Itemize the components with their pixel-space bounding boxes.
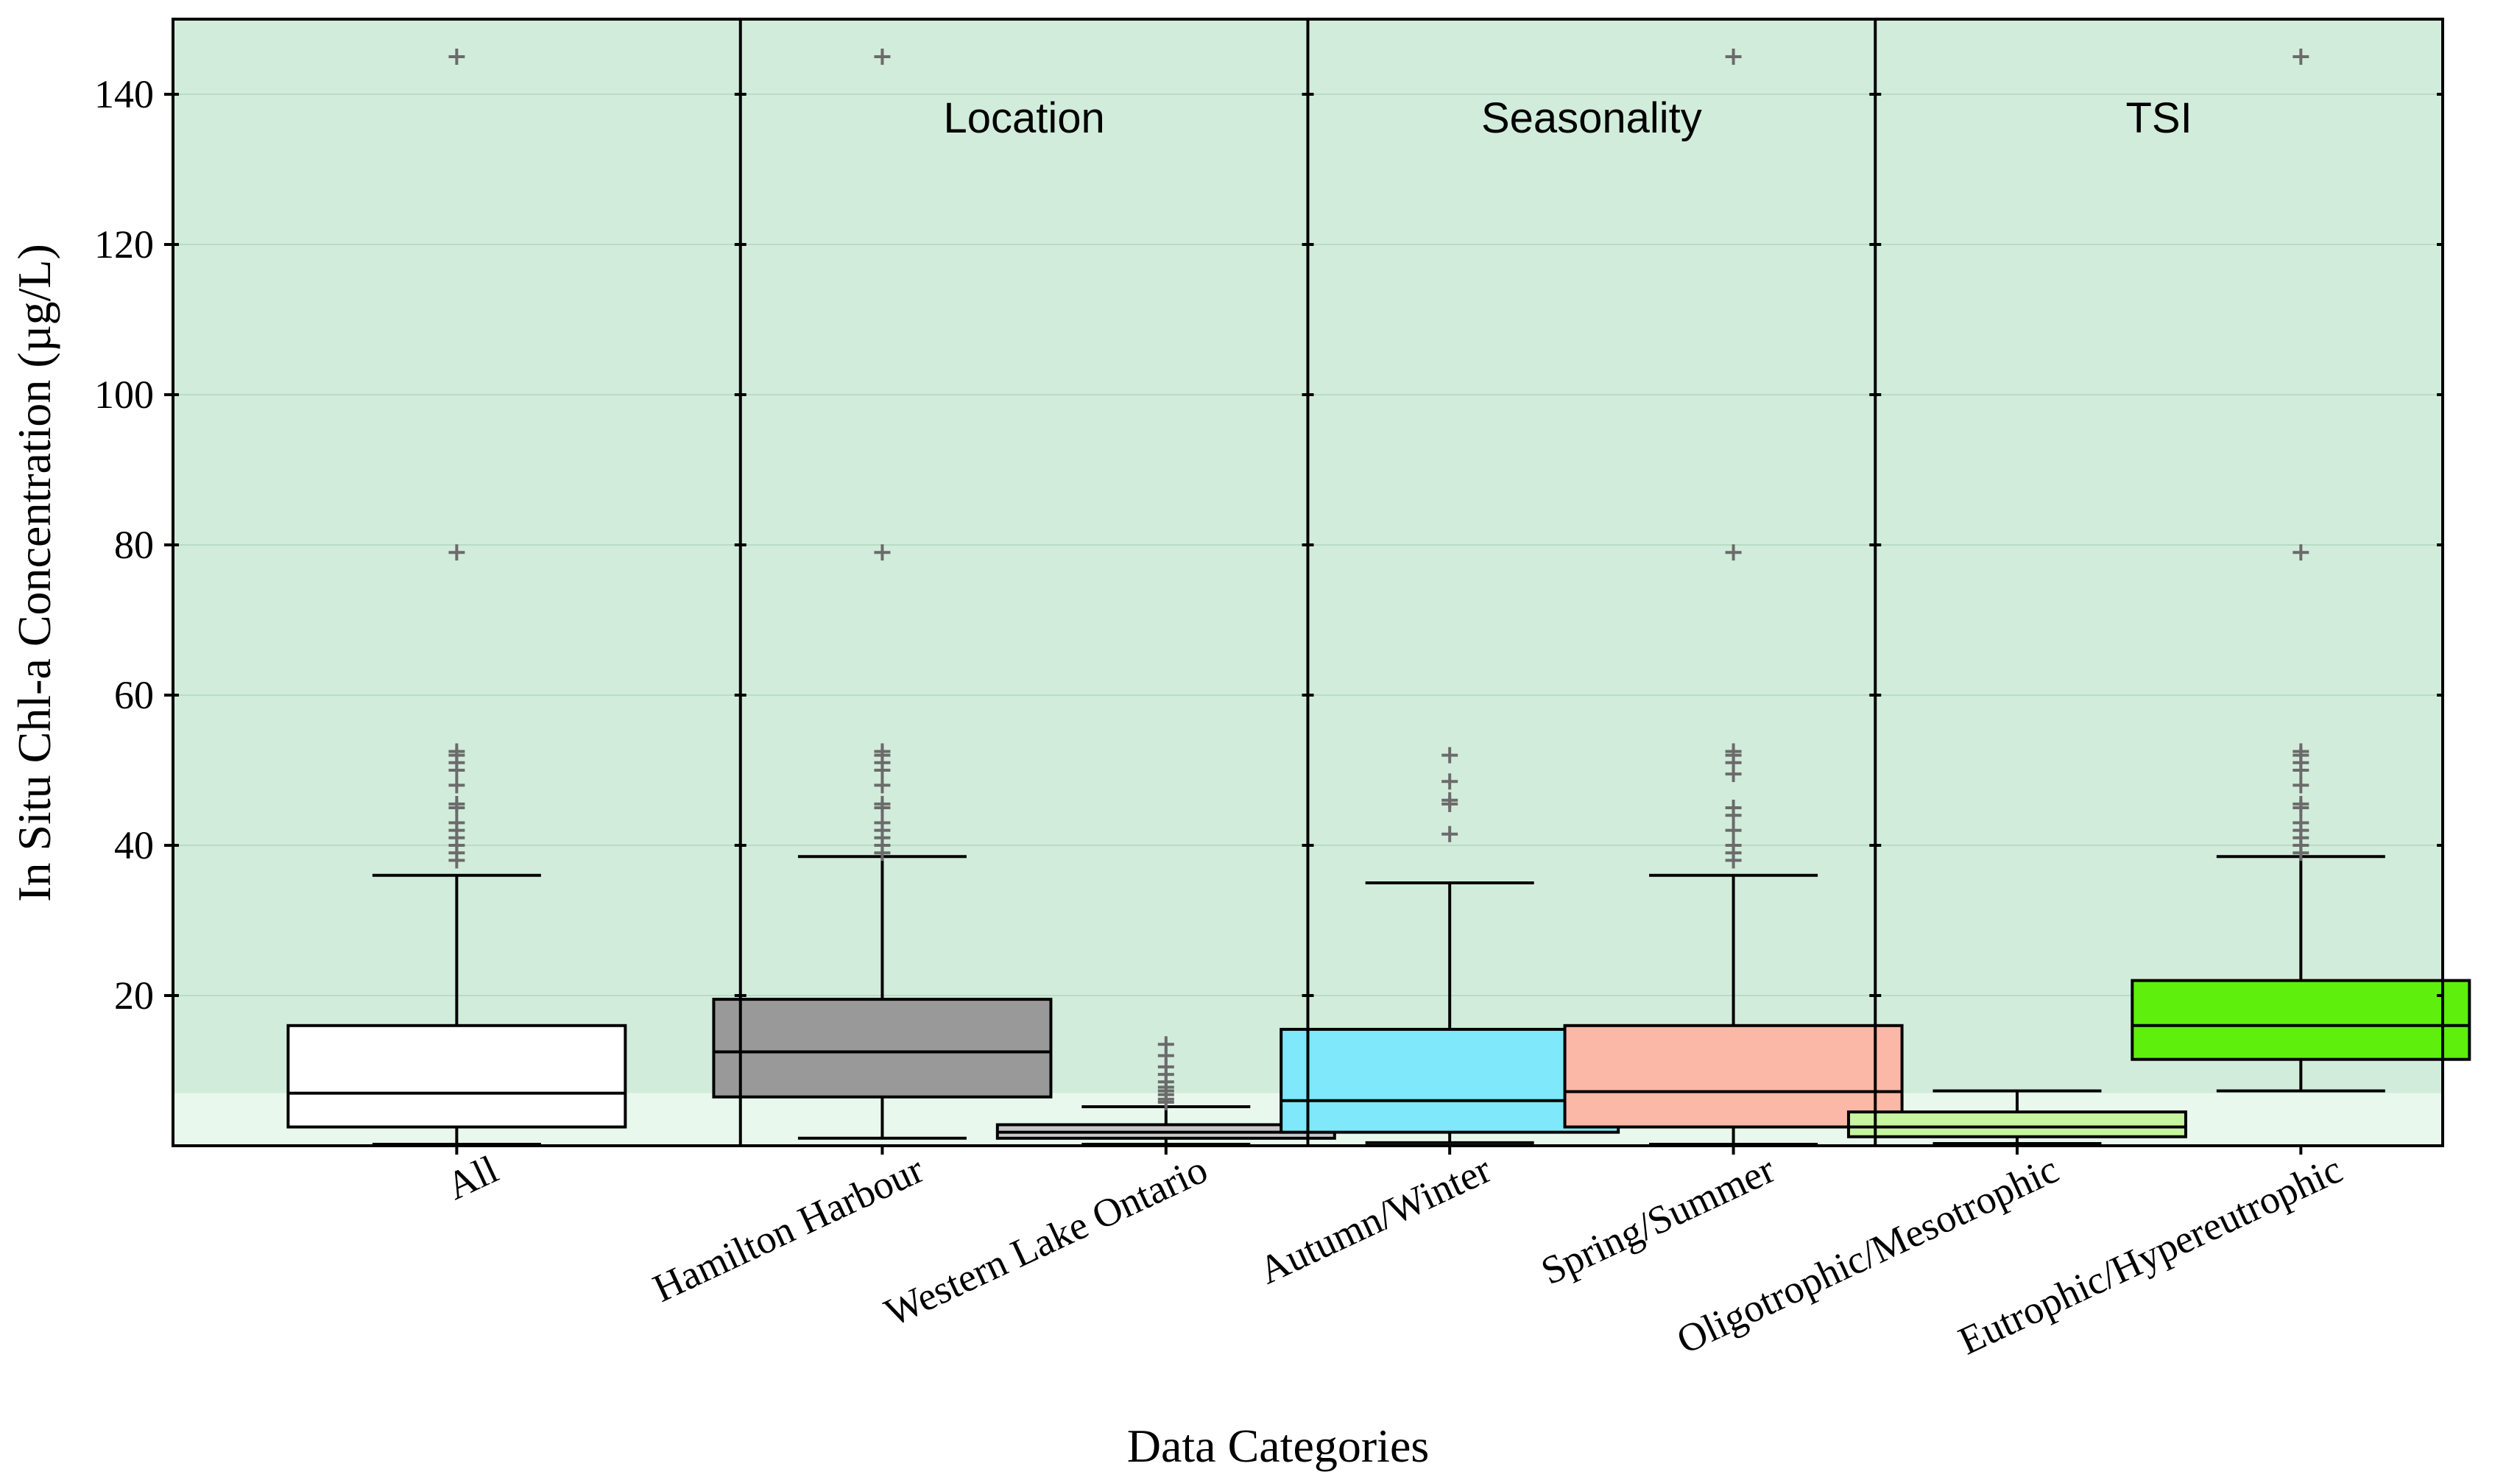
outlier-point — [1441, 792, 1458, 809]
y-tick-label: 140 — [94, 72, 154, 116]
outlier-point — [1157, 1036, 1174, 1053]
x-tick-label: Western Lake Ontario — [878, 1146, 1214, 1334]
outlier-point — [1441, 747, 1458, 764]
outlier-point — [1725, 544, 1742, 561]
box-eutrophic-hypereutrophic — [2131, 49, 2471, 1093]
box-spring-summer — [1563, 49, 1904, 1146]
outlier-point — [1725, 743, 1742, 760]
x-axis-title: Data Categories — [1127, 1420, 1430, 1472]
box-autumn-winter — [1280, 747, 1620, 1144]
y-tick-label: 60 — [114, 673, 154, 717]
box-body — [1280, 1027, 1620, 1134]
outlier-point — [1725, 800, 1742, 816]
x-tick-label: All — [440, 1146, 505, 1208]
box-oligotrophic-mesotrophic — [1846, 1089, 2187, 1145]
outlier-point — [2293, 743, 2309, 760]
outlier-point — [2293, 795, 2309, 812]
outlier-point — [874, 544, 891, 561]
outlier-point — [2293, 49, 2309, 65]
y-axis-ticks — [164, 93, 2443, 1155]
x-tick-label: Hamilton Harbour — [646, 1146, 931, 1310]
box-body — [2131, 979, 2471, 1061]
outlier-point — [2293, 814, 2309, 831]
outlier-point — [874, 49, 891, 65]
outlier-point — [1725, 49, 1742, 65]
outlier-point — [874, 795, 891, 812]
outlier-point — [1441, 825, 1458, 842]
outlier-point — [874, 777, 891, 794]
outlier-point — [448, 814, 465, 831]
boxes — [286, 49, 2471, 1146]
box-western-lake-ontario — [995, 1036, 1336, 1146]
outlier-point — [2293, 544, 2309, 561]
y-axis-title: In Situ Chl-a Concentration (µg/L) — [8, 244, 60, 902]
outlier-point — [874, 814, 891, 831]
outlier-point — [1725, 837, 1742, 853]
outlier-point — [448, 743, 465, 760]
box-body — [1563, 1024, 1904, 1129]
panel-title: Location — [943, 94, 1104, 142]
outlier-point — [448, 544, 465, 561]
box-body — [1846, 1110, 2187, 1138]
outlier-point — [448, 49, 465, 65]
x-tick-label: Spring/Summer — [1534, 1146, 1781, 1293]
plot-frame — [172, 18, 2444, 1147]
y-tick-label: 80 — [114, 523, 154, 567]
y-tick-label: 120 — [94, 222, 154, 267]
outlier-point — [448, 777, 465, 794]
outlier-point — [448, 795, 465, 812]
panel-title: Seasonality — [1481, 94, 1702, 142]
box-body — [286, 1024, 627, 1129]
y-tick-label: 20 — [114, 973, 154, 1018]
y-tick-label: 100 — [94, 373, 154, 417]
outlier-point — [1441, 773, 1458, 790]
outlier-point — [1725, 822, 1742, 839]
box-all — [286, 49, 627, 1146]
x-tick-label: Autumn/Winter — [1252, 1146, 1497, 1292]
box-hamilton-harbour — [712, 49, 1053, 1140]
box-body — [712, 998, 1053, 1099]
y-tick-label: 40 — [114, 823, 154, 867]
outlier-point — [874, 743, 891, 760]
panel-title: TSI — [2126, 94, 2192, 142]
outlier-point — [2293, 777, 2309, 794]
